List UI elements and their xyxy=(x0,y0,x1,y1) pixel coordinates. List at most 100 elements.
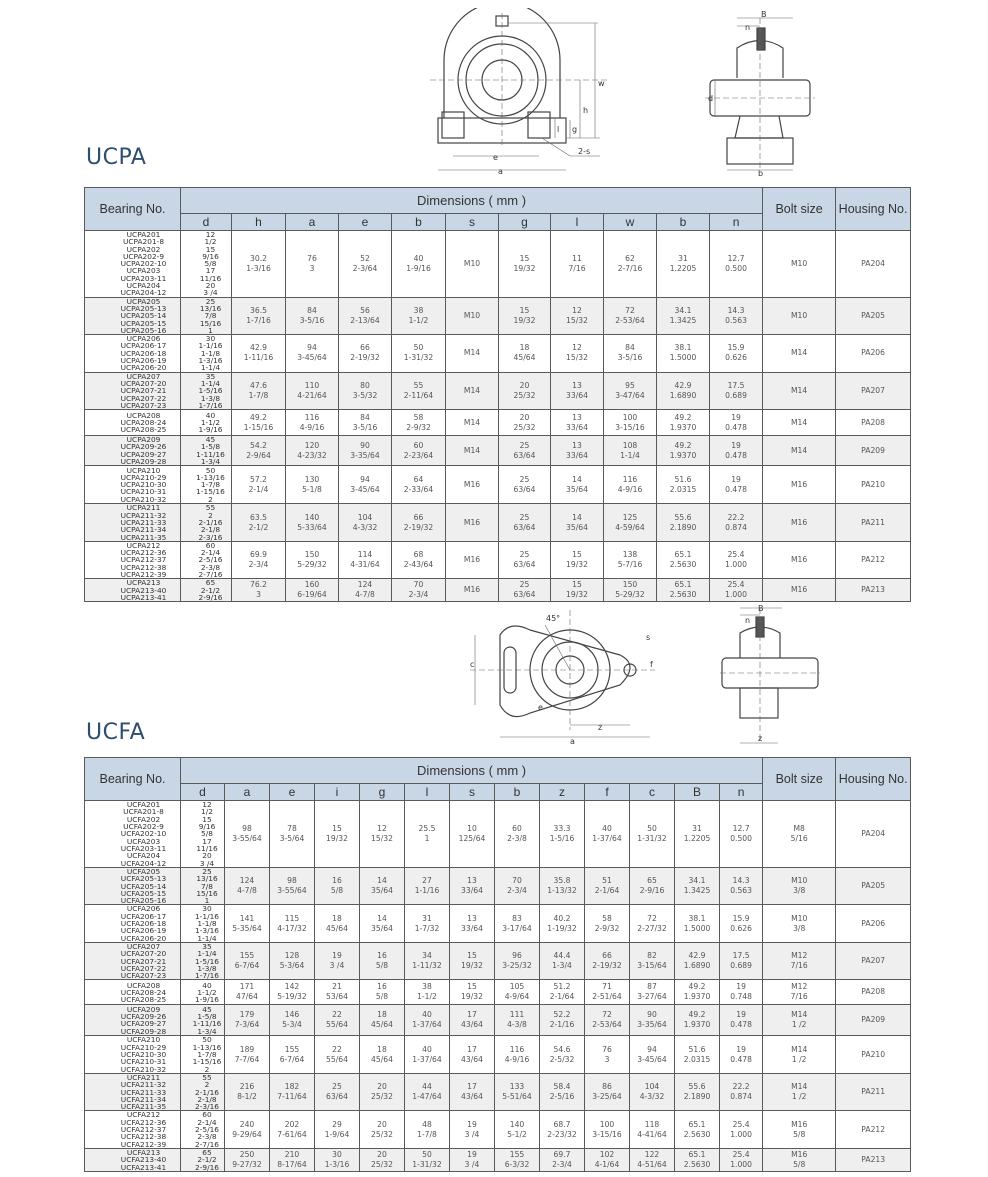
dimension-l: 13 33/64 xyxy=(550,409,604,437)
dimension-b: 65.1 2.5630 xyxy=(656,540,710,580)
dimension-b: 133 5-51/64 xyxy=(494,1072,540,1112)
column-header-b: b xyxy=(656,213,710,231)
column-header-l: l xyxy=(404,783,450,801)
bolt-size: M14 xyxy=(762,334,837,373)
dim-label-d: d xyxy=(708,94,713,103)
dimension-g: 15 19/32 xyxy=(498,230,551,298)
dimension-e: 66 2-19/32 xyxy=(338,334,392,373)
dimension-h: 54.2 2-9/64 xyxy=(231,435,286,467)
dimension-h: 47.6 1-7/8 xyxy=(231,371,286,411)
housing-no: PA210 xyxy=(835,465,912,505)
dimension-B: 65.1 2.5630 xyxy=(674,1147,720,1172)
section-title-ucpa: UCPA xyxy=(86,145,147,170)
dimension-l: 13 33/64 xyxy=(550,371,604,411)
dimension-B: 65.1 2.5630 xyxy=(674,1110,720,1149)
dimension-s: 10 125/64 xyxy=(449,800,495,868)
dimension-w: 138 5-7/16 xyxy=(603,540,657,580)
bore-diameter-d: 25 13/16 7/8 15/16 1 xyxy=(180,296,232,336)
dimension-a: 189 7-7/64 xyxy=(224,1035,270,1074)
bore-diameter-d: 40 1-1/2 1-9/16 xyxy=(180,979,225,1006)
dimension-e: 104 4-3/32 xyxy=(338,503,392,542)
bore-diameter-d: 65 2-1/2 2-9/16 xyxy=(180,578,232,603)
dimension-w: 108 1-1/4 xyxy=(603,435,657,467)
dimension-B: 31 1.2205 xyxy=(674,800,720,868)
dimension-f: 51 2-1/64 xyxy=(584,866,630,906)
dim-label-h: h xyxy=(583,106,588,115)
dimension-g: 14 35/64 xyxy=(359,866,405,906)
dimension-b: 66 2-19/32 xyxy=(391,503,446,542)
dimension-c: 90 3-35/64 xyxy=(629,1004,675,1037)
bore-diameter-d: 35 1-1/4 1-5/16 1-3/8 1-7/16 xyxy=(180,371,232,411)
dimension-a: 84 3-5/16 xyxy=(285,296,339,336)
column-header-B: B xyxy=(674,783,720,801)
dimension-f: 86 3-25/64 xyxy=(584,1072,630,1112)
dim-label-B: B xyxy=(761,10,767,19)
dimension-a: 179 7-3/64 xyxy=(224,1004,270,1037)
bearing-numbers: UCFA209 UCFA209-26 UCFA209-27 UCFA209-28 xyxy=(84,1004,181,1037)
dimension-f: 71 2-51/64 xyxy=(584,979,630,1006)
bolt-size: M16 5/8 xyxy=(762,1110,837,1149)
dimension-s: 13 33/64 xyxy=(449,866,495,906)
dimension-g: 20 25/32 xyxy=(359,1147,405,1172)
dimension-n: 25.4 1.000 xyxy=(718,1147,764,1172)
dimension-w: 125 4-59/64 xyxy=(603,503,657,542)
dimension-l: 13 33/64 xyxy=(550,435,604,467)
dim-label-n: n xyxy=(745,616,750,625)
housing-no: PA208 xyxy=(835,979,912,1006)
bore-diameter-d: 12 1/2 15 9/16 5/8 17 11/16 20 3 /4 xyxy=(180,230,232,298)
dimension-z: 52.2 2-1/16 xyxy=(539,1004,585,1037)
dimension-B: 51.6 2.0315 xyxy=(674,1035,720,1074)
column-header-s: s xyxy=(449,783,495,801)
bore-diameter-d: 12 1/2 15 9/16 5/8 17 11/16 20 3 /4 xyxy=(180,800,225,868)
dimension-a: 250 9-27/32 xyxy=(224,1147,270,1172)
dimension-z: 44.4 1-3/4 xyxy=(539,941,585,981)
dimension-n: 17.5 0.689 xyxy=(718,941,764,981)
bearing-numbers: UCPA201 UCPA201-8 UCPA202 UCPA202-9 UCPA… xyxy=(84,230,181,298)
housing-no: PA211 xyxy=(835,503,912,542)
dimension-b: 42.9 1.6890 xyxy=(656,371,710,411)
dimension-B: 38.1 1.5000 xyxy=(674,904,720,943)
bearing-numbers: UCFA211 UCFA211-32 UCFA211-33 UCFA211-34… xyxy=(84,1072,181,1112)
dimension-e: 182 7-11/64 xyxy=(269,1072,315,1112)
table-row: UCFA201 UCFA201-8 UCFA202 UCFA202-9 UCFA… xyxy=(84,800,912,868)
dimension-b: 70 2-3/4 xyxy=(494,866,540,906)
dimension-w: 116 4-9/16 xyxy=(603,465,657,505)
table-row: UCPA211 UCPA211-32 UCPA211-33 UCPA211-34… xyxy=(84,503,912,542)
housing-no: PA207 xyxy=(835,941,912,981)
dimension-a: 110 4-21/64 xyxy=(285,371,339,411)
dimension-B: 42.9 1.6890 xyxy=(674,941,720,981)
dimension-n: 19 0.748 xyxy=(718,979,764,1006)
dimension-b: 116 4-9/16 xyxy=(494,1035,540,1074)
bearing-numbers: UCPA209 UCPA209-26 UCPA209-27 UCPA209-28 xyxy=(84,435,181,467)
bearing-numbers: UCFA207 UCFA207-20 UCFA207-21 UCFA207-22… xyxy=(84,941,181,981)
table-row: UCFA212 UCFA212-36 UCFA212-37 UCFA212-38… xyxy=(84,1110,912,1149)
dimension-n: 15.9 0.626 xyxy=(718,904,764,943)
dimension-a: 141 5-35/64 xyxy=(224,904,270,943)
dimension-g: 18 45/64 xyxy=(359,1004,405,1037)
table-row: UCPA212 UCPA212-36 UCPA212-37 UCPA212-38… xyxy=(84,540,912,580)
dimension-b: 60 2-3/8 xyxy=(494,800,540,868)
dimension-b: 38 1-1/2 xyxy=(391,296,446,336)
table-row: UCFA207 UCFA207-20 UCFA207-21 UCFA207-22… xyxy=(84,941,912,981)
dimension-n: 25.4 1.000 xyxy=(708,578,764,603)
dimension-g: 20 25/32 xyxy=(498,409,551,437)
dimension-h: 76.2 3 xyxy=(231,578,286,603)
dimension-n: 25.4 1.000 xyxy=(708,540,764,580)
dim-label-2s: 2-s xyxy=(578,147,590,156)
bearing-numbers: UCFA213 UCFA213-40 UCFA213-41 xyxy=(84,1147,181,1172)
dimension-g: 25 63/64 xyxy=(498,578,551,603)
dimension-f: 72 2-53/64 xyxy=(584,1004,630,1037)
column-header-d: d xyxy=(180,783,225,801)
dimension-i: 22 55/64 xyxy=(314,1035,360,1074)
dim-label-n: n xyxy=(745,23,750,32)
dimension-B: 55.6 2.1890 xyxy=(674,1072,720,1112)
bolt-size: M14 xyxy=(762,435,837,467)
column-header-h: h xyxy=(231,213,286,231)
dim-label-f: f xyxy=(650,660,653,669)
table-row: UCPA205 UCPA205-13 UCPA205-14 UCPA205-15… xyxy=(84,296,912,336)
bore-diameter-d: 30 1-1/16 1-1/8 1-3/16 1-1/4 xyxy=(180,904,225,943)
dimension-a: 155 6-7/64 xyxy=(224,941,270,981)
dimension-a: 240 9-29/64 xyxy=(224,1110,270,1149)
dimension-b: 55 2-11/64 xyxy=(391,371,446,411)
dimension-z: 68.7 2-23/32 xyxy=(539,1110,585,1149)
